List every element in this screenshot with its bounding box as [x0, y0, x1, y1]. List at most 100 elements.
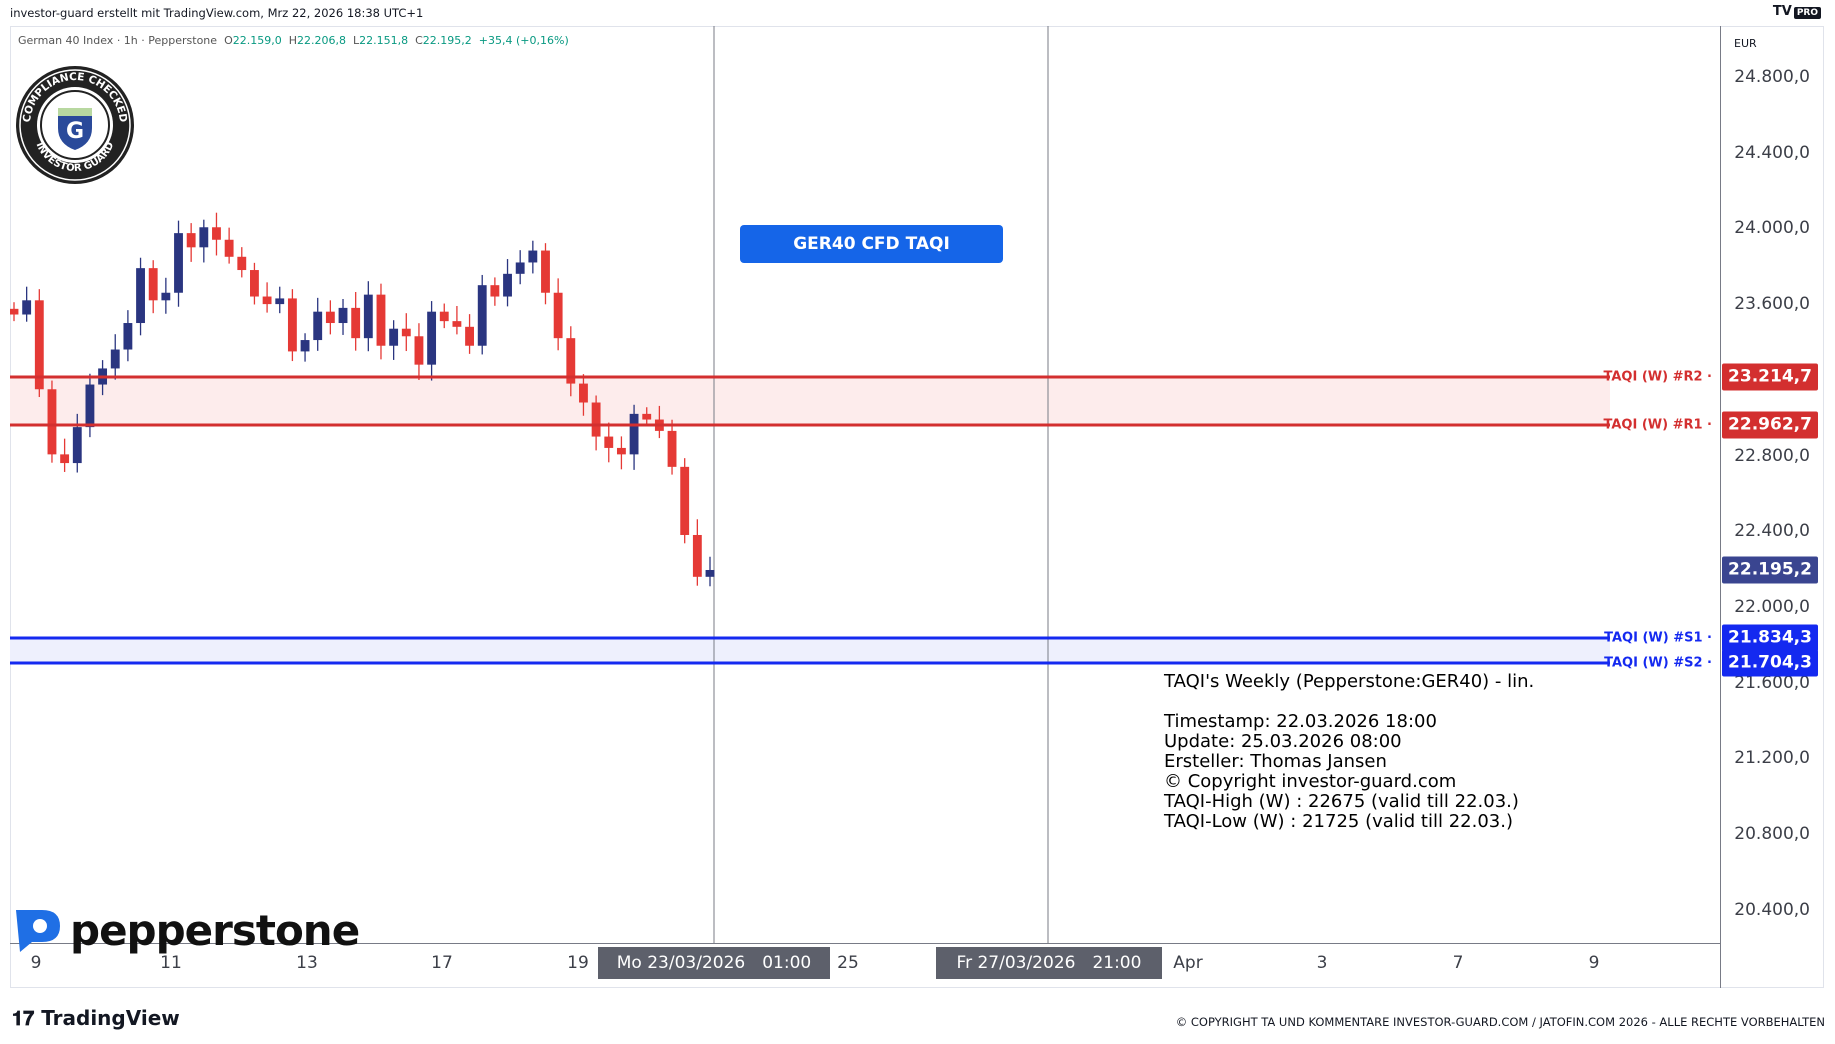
price-tick-label: 24.400,0: [1734, 142, 1810, 163]
tradingview-logo[interactable]: 𝟏𝟕 TradingView: [12, 1006, 180, 1030]
svg-text:G: G: [66, 119, 84, 144]
level-price-tag: 22.962,7: [1722, 411, 1818, 439]
price-tick-label: 22.400,0: [1734, 521, 1810, 542]
compliance-checked-seal: COMPLIANCE CHECKED INVESTOR GUARD G: [14, 64, 136, 190]
time-tick-label: Apr: [1173, 953, 1203, 973]
candle: [553, 278, 563, 351]
crosshair-time-label: Fr 27/03/2026 21:00: [936, 947, 1162, 979]
level-label: TAQI (W) #S1 ·: [1604, 630, 1712, 646]
snapshot-label-button[interactable]: GER40 CFD TAQI SNAPSHOT: [740, 225, 1003, 292]
candle: [363, 281, 373, 352]
candle: [515, 250, 525, 285]
candle: [237, 247, 247, 278]
candle: [465, 314, 474, 354]
level-label: TAQI (W) #R2 ·: [1603, 369, 1713, 385]
plot-area[interactable]: [10, 26, 1720, 943]
taqi-info-text: TAQI's Weekly (Pepperstone:GER40) - lin.…: [1164, 672, 1534, 832]
level-line-support[interactable]: [10, 661, 1610, 665]
candles-svg: [10, 26, 1610, 943]
candle: [174, 220, 183, 307]
price-tick-label: 21.600,0: [1734, 672, 1810, 693]
candle: [275, 286, 285, 314]
footer-copyright: © COPYRIGHT TA UND KOMMENTARE INVESTOR-G…: [1175, 1015, 1825, 1029]
time-tick-label: 19: [567, 953, 589, 973]
candle: [186, 223, 196, 262]
candle: [642, 407, 652, 427]
price-tick-label: 23.600,0: [1734, 294, 1810, 315]
candle: [85, 373, 95, 438]
time-tick-label: 13: [296, 953, 318, 973]
info-update: Update: 25.03.2026 08:00: [1164, 731, 1402, 752]
level-label: TAQI (W) #S2 ·: [1604, 655, 1712, 671]
level-line-resistance[interactable]: [10, 423, 1610, 427]
candle: [616, 436, 626, 470]
chart-frame: [10, 26, 1824, 988]
candle: [10, 302, 19, 322]
support-zone: [10, 638, 1610, 663]
pepperstone-logo: pepperstone: [12, 906, 360, 955]
time-axis-divider: [10, 943, 1720, 944]
currency-label[interactable]: EUR: [1734, 37, 1757, 50]
candle: [110, 334, 120, 380]
price-tick-label: 22.000,0: [1734, 596, 1810, 617]
time-tick-label: 17: [431, 953, 453, 973]
chart-title: investor-guard erstellt mit TradingView.…: [10, 6, 424, 20]
candle: [439, 303, 449, 329]
candle: [692, 519, 702, 586]
price-tick-label: 20.800,0: [1734, 824, 1810, 844]
last-price-tag: 22.195,2: [1722, 556, 1818, 584]
candle: [414, 323, 424, 380]
price-tick-label: 20.400,0: [1734, 899, 1810, 920]
info-author: Ersteller: Thomas Jansen: [1164, 751, 1387, 772]
candle: [376, 283, 386, 360]
time-tick-label: 11: [160, 953, 182, 973]
tradingview-icon: 𝟏𝟕: [12, 1006, 42, 1030]
candle: [287, 289, 297, 362]
candle: [427, 301, 437, 381]
level-line-support[interactable]: [10, 636, 1610, 640]
time-tick-label: 7: [1452, 953, 1464, 973]
candle: [680, 458, 690, 544]
level-price-tag: 21.704,3: [1722, 649, 1818, 677]
candle: [604, 422, 614, 463]
level-price-tag: 23.214,7: [1722, 363, 1818, 391]
pepperstone-p-icon: [16, 909, 60, 952]
info-timestamp: Timestamp: 22.03.2026 18:00: [1164, 711, 1437, 732]
candle: [224, 227, 234, 264]
candle: [300, 333, 310, 362]
time-tick-label: 9: [30, 953, 42, 973]
candle: [579, 374, 588, 416]
info-taqi-high: TAQI-High (W) : 22675 (valid till 22.03.…: [1164, 791, 1519, 812]
candle: [313, 297, 323, 351]
price-tick-label: 24.000,0: [1734, 218, 1810, 239]
time-tick-label: 3: [1316, 953, 1328, 973]
candle: [123, 310, 133, 362]
price-axis-divider: [1720, 26, 1721, 988]
candle: [325, 300, 335, 335]
time-tick-label: 9: [1588, 953, 1600, 973]
candle: [389, 320, 399, 360]
candle: [591, 395, 601, 451]
candle: [338, 298, 348, 335]
candle: [60, 438, 70, 472]
candle: [667, 419, 677, 475]
candle: [503, 259, 512, 307]
time-tick-label: 25: [837, 953, 859, 973]
candle: [47, 380, 57, 463]
candle: [212, 212, 221, 256]
candle: [528, 240, 538, 274]
price-tick-label: 21.200,0: [1734, 748, 1810, 769]
candle: [541, 243, 550, 305]
level-line-resistance[interactable]: [10, 375, 1610, 379]
price-tick-label: 24.800,0: [1734, 67, 1810, 87]
info-taqi-low: TAQI-Low (W) : 21725 (valid till 22.03.): [1164, 811, 1513, 832]
symbol-legend: German 40 Index · 1h · Pepperstone O22.1…: [18, 34, 569, 47]
candle: [250, 262, 259, 305]
candle: [199, 219, 209, 263]
candle: [22, 286, 32, 322]
candle: [136, 257, 145, 336]
candle: [34, 289, 44, 398]
price-tick-label: 22.800,0: [1734, 445, 1810, 466]
candle: [452, 305, 462, 335]
candle: [705, 556, 715, 587]
